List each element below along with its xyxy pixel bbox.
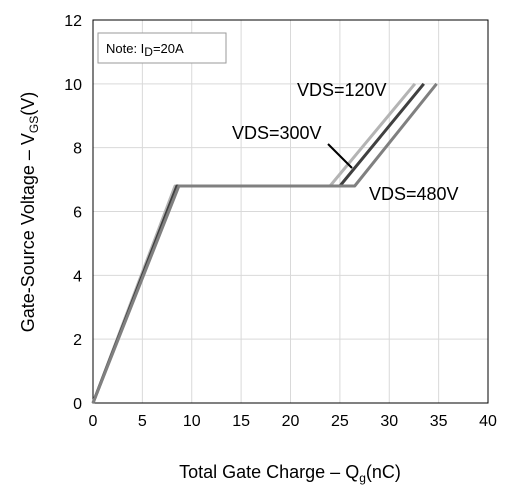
- y-axis-title: Gate-Source Voltage – VGS(V): [18, 92, 41, 332]
- x-tick-label-30: 30: [380, 413, 398, 430]
- annotation-vds-300v: VDS=300V: [232, 123, 322, 143]
- x-tick-label-15: 15: [232, 413, 250, 430]
- series-line-vds-480v: [91, 82, 438, 404]
- y-tick-label-4: 4: [73, 268, 82, 285]
- tick-labels: 0 5 10 15 20 25 30 35 40 0 2 4 6 8 10 12: [64, 13, 497, 430]
- y-tick-label-6: 6: [73, 205, 82, 222]
- annotation-arrow-vds-300v: [327, 143, 353, 169]
- plot-frame: [92, 19, 489, 404]
- annotation-vds-120v: VDS=120V: [297, 80, 387, 100]
- x-tick-label-20: 20: [282, 413, 300, 430]
- x-tick-label-25: 25: [331, 413, 349, 430]
- x-tick-label-10: 10: [183, 413, 201, 430]
- x-tick-label-35: 35: [430, 413, 448, 430]
- x-tick-label-40: 40: [479, 413, 497, 430]
- x-tick-label-5: 5: [138, 413, 147, 430]
- annotation-vds-480v: VDS=480V: [369, 184, 459, 204]
- note-box: Note: ID=20A: [97, 32, 227, 64]
- x-tick-label-0: 0: [89, 413, 98, 430]
- y-tick-label-0: 0: [73, 396, 82, 413]
- y-tick-label-2: 2: [73, 332, 82, 349]
- grid: [92, 19, 489, 404]
- y-tick-label-10: 10: [64, 77, 82, 94]
- series-lines: [91, 82, 438, 404]
- y-tick-label-8: 8: [73, 141, 82, 158]
- y-tick-label-12: 12: [64, 13, 82, 30]
- note-text: Note: ID=20A: [106, 41, 184, 59]
- x-axis-title: Total Gate Charge – Qg(nC): [179, 462, 401, 485]
